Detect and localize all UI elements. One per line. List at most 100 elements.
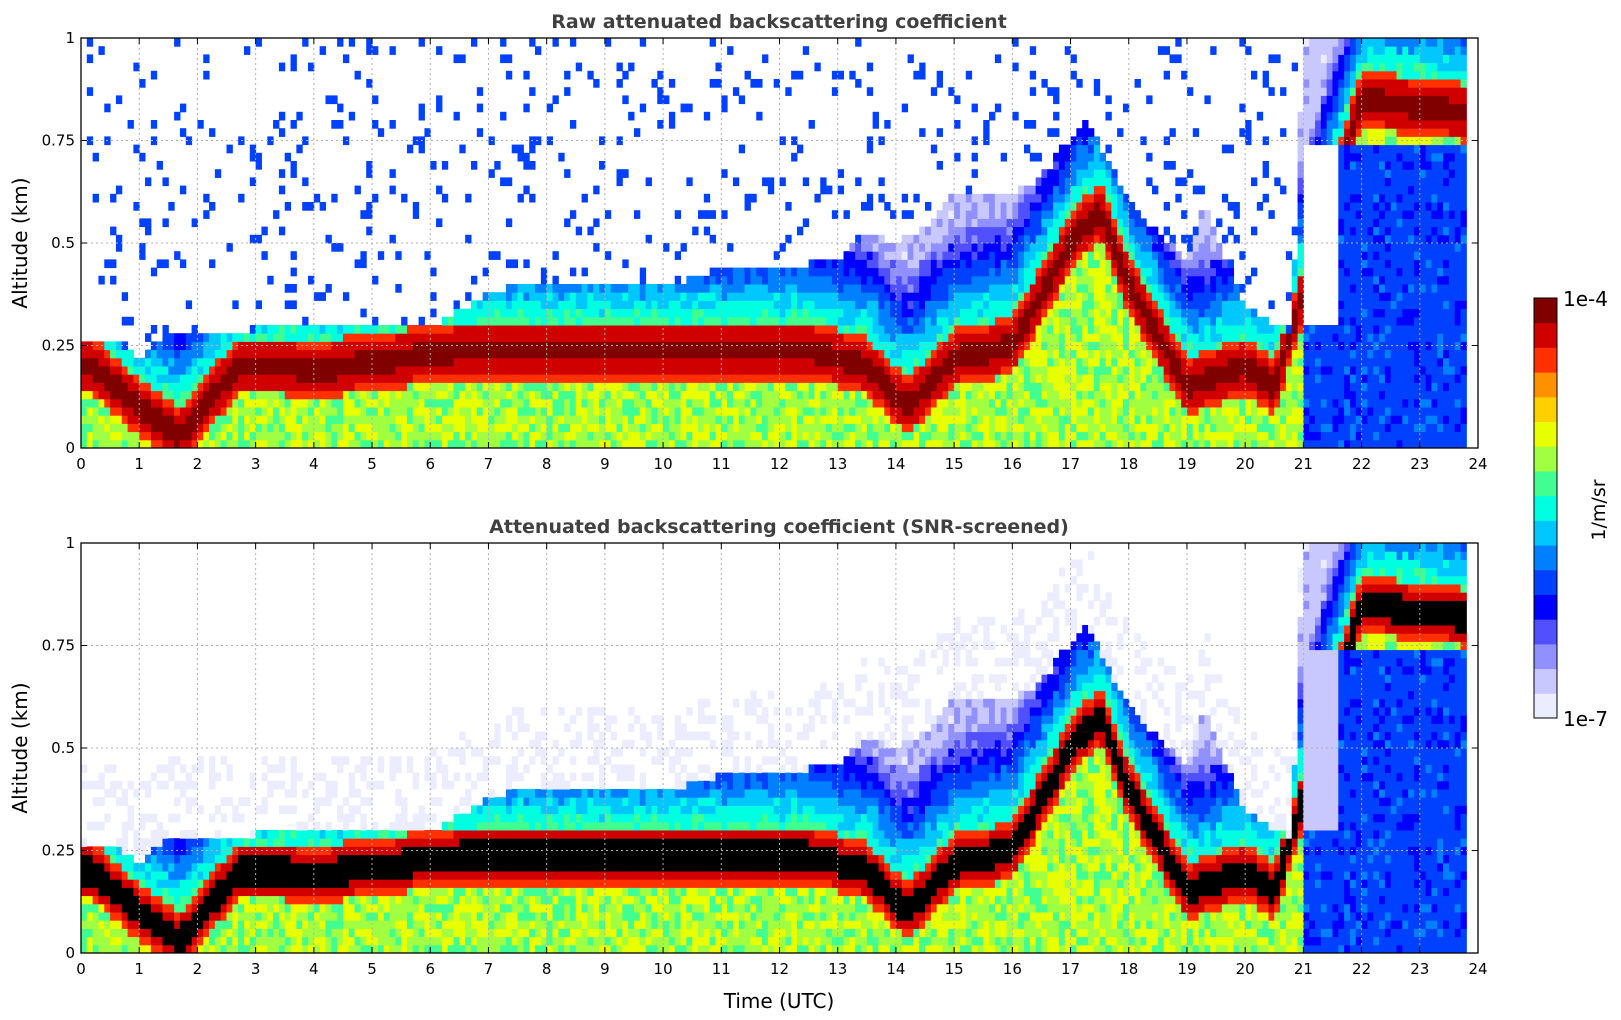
- heatmap-cell: [331, 398, 338, 408]
- heatmap-cell: [168, 366, 175, 375]
- heatmap-cell: [657, 382, 664, 392]
- heatmap-cell: [581, 366, 588, 375]
- heatmap-cell: [517, 366, 524, 375]
- heatmap-cell: [552, 325, 559, 334]
- heatmap-cell: [441, 431, 449, 441]
- heatmap-cell: [855, 316, 862, 326]
- heatmap-cell: [1076, 398, 1083, 408]
- heatmap-cell: [1012, 218, 1019, 228]
- heatmap-cell: [744, 374, 751, 383]
- heatmap-cell: [587, 300, 594, 310]
- heatmap-cell: [732, 407, 740, 416]
- heatmap-cell: [81, 349, 88, 359]
- heatmap-cell: [762, 325, 769, 334]
- heatmap-cell: [855, 292, 862, 301]
- heatmap-cell: [977, 226, 984, 236]
- heatmap-cell: [121, 341, 129, 351]
- heatmap-cell: [925, 308, 932, 318]
- heatmap-cell: [500, 316, 507, 326]
- heatmap-cell: [1058, 431, 1066, 441]
- heatmap-cell: [831, 210, 839, 219]
- heatmap-cell: [1041, 366, 1048, 375]
- heatmap-cell: [1064, 390, 1072, 400]
- heatmap-cell: [895, 439, 903, 448]
- heatmap-cell: [971, 275, 978, 285]
- heatmap-cell: [372, 325, 379, 334]
- heatmap-cell: [651, 284, 658, 293]
- heatmap-cell: [1018, 390, 1025, 400]
- heatmap-cell: [436, 357, 443, 367]
- heatmap-cell: [925, 275, 932, 285]
- heatmap-cell: [377, 374, 385, 383]
- heatmap-cell: [139, 423, 146, 433]
- heatmap-cell: [860, 267, 868, 277]
- heatmap-cell: [1076, 259, 1083, 269]
- heatmap-cell: [313, 325, 321, 334]
- heatmap-cell: [971, 415, 978, 424]
- heatmap-cell: [1192, 333, 1200, 342]
- heatmap-cell: [878, 439, 885, 448]
- heatmap-cell: [674, 382, 682, 392]
- heatmap-cell: [238, 382, 245, 392]
- heatmap-cell: [290, 415, 297, 424]
- heatmap-cell: [569, 333, 577, 342]
- heatmap-cell: [1035, 300, 1042, 310]
- heatmap-cell: [436, 423, 443, 433]
- heatmap-cell: [162, 390, 169, 400]
- heatmap-cell: [505, 439, 513, 448]
- heatmap-cell: [959, 415, 967, 424]
- heatmap-cell: [1198, 423, 1205, 433]
- heatmap-cell: [633, 316, 641, 326]
- heatmap-cell: [721, 103, 728, 113]
- heatmap-cell: [1122, 292, 1130, 301]
- heatmap-cell: [895, 308, 903, 318]
- heatmap-cell: [843, 382, 850, 392]
- heatmap-cell: [692, 390, 699, 400]
- heatmap-cell: [1163, 226, 1170, 236]
- heatmap-cell: [837, 325, 845, 334]
- heatmap-cell: [890, 341, 897, 351]
- heatmap-cell: [1029, 398, 1037, 408]
- heatmap-cell: [762, 292, 769, 301]
- heatmap-cell: [791, 292, 798, 301]
- heatmap-cell: [290, 267, 297, 277]
- heatmap-cell: [872, 234, 879, 244]
- heatmap-cell: [785, 308, 792, 318]
- heatmap-cell: [255, 300, 262, 310]
- heatmap-cell: [1256, 366, 1264, 375]
- heatmap-cell: [104, 439, 111, 448]
- heatmap-cell: [604, 415, 612, 424]
- heatmap-cell: [826, 300, 833, 310]
- heatmap-cell: [406, 423, 414, 433]
- heatmap-cell: [954, 333, 961, 342]
- heatmap-cell: [273, 382, 280, 392]
- heatmap-cell: [191, 325, 198, 334]
- heatmap-cell: [1239, 382, 1246, 392]
- heatmap-cell: [1245, 275, 1252, 285]
- heatmap-cell: [989, 234, 996, 244]
- heatmap-cell: [878, 431, 885, 441]
- heatmap-cell: [1245, 357, 1252, 367]
- heatmap-cell: [418, 144, 425, 154]
- heatmap-cell: [727, 398, 734, 408]
- heatmap-cell: [907, 54, 914, 64]
- heatmap-cell: [954, 202, 961, 211]
- heatmap-cell: [657, 70, 664, 80]
- heatmap-cell: [366, 415, 373, 424]
- heatmap-cell: [1198, 398, 1205, 408]
- heatmap-cell: [1012, 382, 1019, 392]
- heatmap-cell: [593, 390, 600, 400]
- heatmap-cell: [1070, 152, 1077, 162]
- heatmap-cell: [290, 62, 297, 72]
- heatmap-cell: [907, 267, 914, 277]
- heatmap-cell: [1018, 218, 1025, 228]
- heatmap-cell: [971, 333, 978, 342]
- heatmap-cell: [820, 308, 827, 318]
- heatmap-cell: [430, 423, 437, 433]
- heatmap-cell: [1175, 54, 1182, 64]
- heatmap-cell: [1082, 152, 1089, 162]
- heatmap-cell: [267, 374, 274, 383]
- heatmap-cell: [243, 407, 251, 416]
- heatmap-cell: [558, 407, 565, 416]
- heatmap-cell: [389, 349, 396, 359]
